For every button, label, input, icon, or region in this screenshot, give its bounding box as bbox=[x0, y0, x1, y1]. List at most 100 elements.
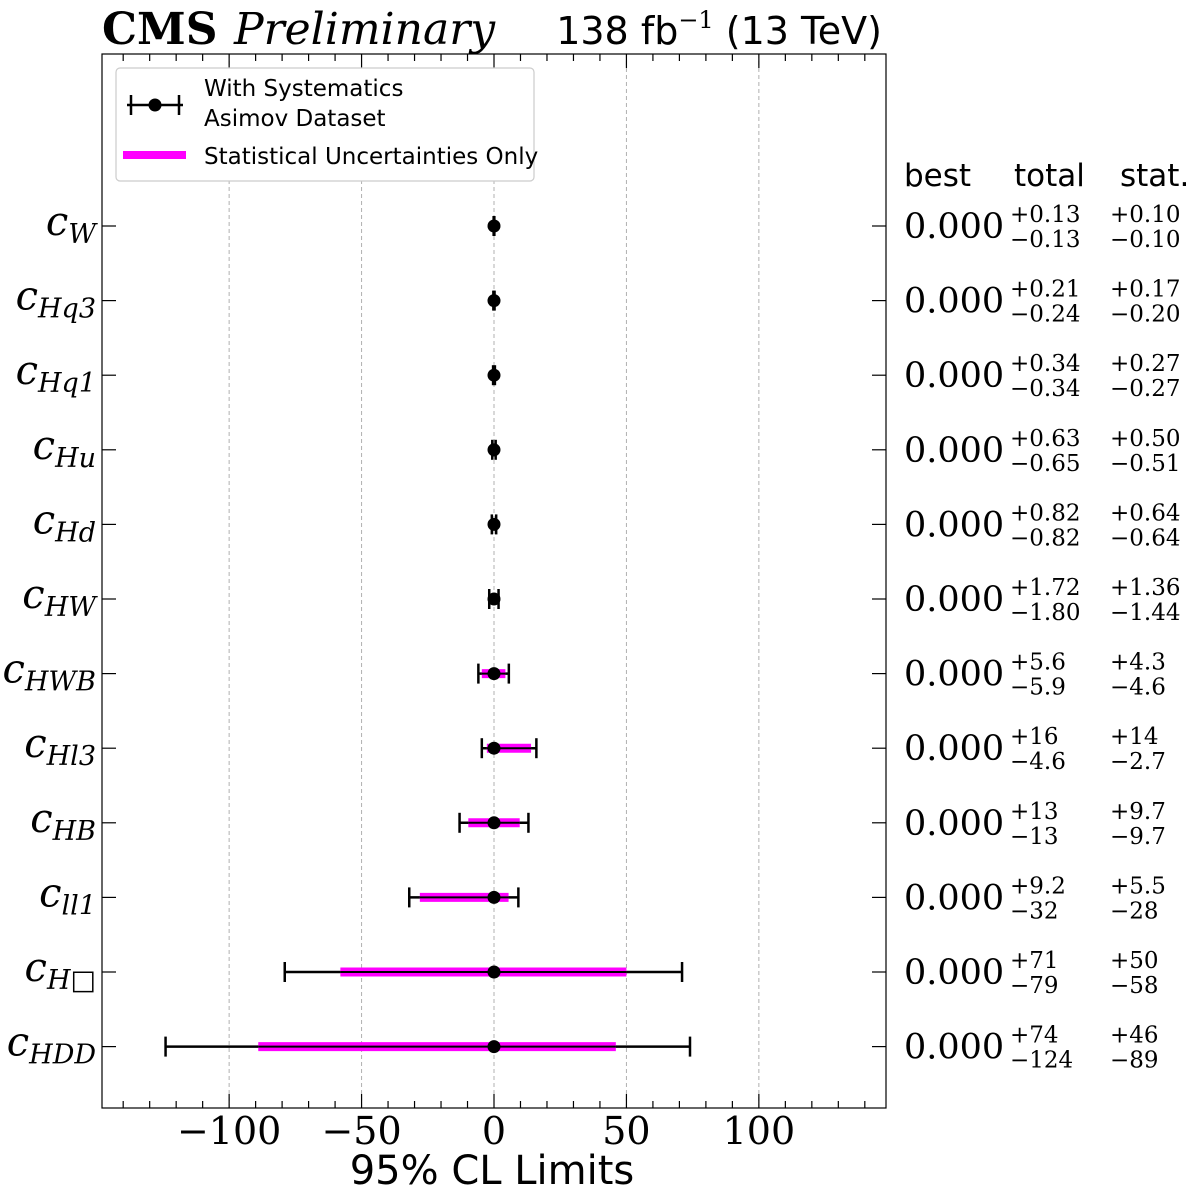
param-label: cHq1 bbox=[16, 348, 96, 399]
total-down-value: −79 bbox=[1010, 973, 1059, 999]
param-label-subscript: Hd bbox=[54, 517, 96, 548]
x-tick-label: 50 bbox=[602, 1109, 650, 1153]
x-tick-label: 0 bbox=[482, 1109, 506, 1153]
total-down-value: −32 bbox=[1010, 898, 1059, 924]
param-label: cHl3 bbox=[24, 721, 96, 772]
total-up-value: +71 bbox=[1010, 948, 1059, 974]
param-row bbox=[458, 812, 530, 833]
param-label: cHq3 bbox=[16, 274, 96, 325]
stat-down-value: −0.51 bbox=[1110, 451, 1180, 477]
param-label-base: c bbox=[7, 1020, 29, 1066]
stat-down-value: −0.10 bbox=[1110, 227, 1180, 253]
param-label-base: c bbox=[16, 348, 38, 394]
lumi-label: 138 fb−1 (13 TeV) bbox=[556, 6, 882, 53]
stat-up-value: +14 bbox=[1110, 724, 1159, 750]
param-label: cHu bbox=[33, 423, 96, 474]
param-row bbox=[480, 738, 538, 759]
stat-up-value: +0.50 bbox=[1110, 426, 1180, 452]
param-label-subscript: W bbox=[68, 219, 98, 250]
total-down-value: −0.82 bbox=[1010, 525, 1080, 551]
best-fit-point bbox=[487, 890, 501, 904]
stat-down-value: −89 bbox=[1110, 1048, 1159, 1074]
param-label: cHWB bbox=[2, 647, 96, 698]
plot-frame bbox=[101, 53, 887, 1109]
stat-down-value: −0.20 bbox=[1110, 302, 1180, 328]
legend-systematics-label-1: With Systematics bbox=[204, 76, 403, 102]
stat-up-value: +0.27 bbox=[1110, 351, 1180, 377]
param-label: cHW bbox=[22, 572, 98, 623]
best-value: 0.000 bbox=[904, 804, 1004, 844]
stat-down-value: −28 bbox=[1110, 898, 1159, 924]
stat-down-value: −9.7 bbox=[1110, 824, 1166, 850]
total-down-value: −0.13 bbox=[1010, 227, 1080, 253]
x-tick-label: −100 bbox=[177, 1109, 281, 1153]
column-header-stat: stat. bbox=[1120, 158, 1189, 194]
stat-up-value: +0.64 bbox=[1110, 500, 1180, 526]
total-down-value: −124 bbox=[1010, 1048, 1073, 1074]
param-label-subscript: Hu bbox=[54, 443, 96, 474]
param-label-subscript: HB bbox=[52, 816, 96, 847]
best-value: 0.000 bbox=[904, 207, 1004, 247]
param-label-subscript: ll1 bbox=[62, 890, 96, 921]
legend-stat-label: Statistical Uncertainties Only bbox=[204, 144, 538, 170]
best-fit-point bbox=[487, 517, 501, 531]
param-label-subscript: Hl3 bbox=[46, 741, 96, 772]
best-value: 0.000 bbox=[904, 1028, 1004, 1068]
param-label-base: c bbox=[46, 199, 68, 245]
param-row bbox=[477, 663, 511, 684]
best-value: 0.000 bbox=[904, 953, 1004, 993]
param-label-base: c bbox=[2, 647, 24, 693]
param-label-base: c bbox=[30, 796, 52, 842]
total-up-value: +1.72 bbox=[1010, 575, 1080, 601]
best-fit-point bbox=[487, 965, 501, 979]
best-fit-point bbox=[487, 443, 501, 457]
total-up-value: +0.13 bbox=[1010, 202, 1080, 228]
param-label: cW bbox=[46, 199, 98, 250]
best-value: 0.000 bbox=[904, 655, 1004, 695]
param-label-base: c bbox=[39, 870, 61, 916]
param-row bbox=[487, 589, 501, 609]
param-row bbox=[164, 1036, 692, 1057]
param-row bbox=[283, 962, 684, 982]
best-value: 0.000 bbox=[904, 282, 1004, 322]
lumi-suffix: (13 TeV) bbox=[714, 9, 882, 53]
legend-systematics-label-2: Asimov Dataset bbox=[204, 106, 386, 132]
param-label-subscript: Hq1 bbox=[37, 368, 96, 399]
param-label: cHd bbox=[33, 497, 96, 548]
param-label-subscript: HWB bbox=[24, 667, 96, 698]
best-value: 0.000 bbox=[904, 505, 1004, 545]
legend: With Systematics Asimov Dataset Statisti… bbox=[115, 67, 538, 182]
x-tick-label: −50 bbox=[321, 1109, 401, 1153]
best-fit-point bbox=[487, 219, 501, 233]
stat-up-value: +9.7 bbox=[1110, 799, 1166, 825]
total-down-value: −4.6 bbox=[1010, 749, 1066, 775]
best-value: 0.000 bbox=[904, 431, 1004, 471]
total-down-value: −0.65 bbox=[1010, 451, 1080, 477]
param-label: cHDD bbox=[7, 1020, 97, 1071]
total-down-value: −5.9 bbox=[1010, 675, 1066, 701]
best-fit-point bbox=[487, 592, 501, 606]
stat-down-value: −1.44 bbox=[1110, 600, 1180, 626]
param-label-subscript: H□ bbox=[46, 965, 96, 996]
best-fit-point bbox=[487, 667, 501, 681]
param-label: cll1 bbox=[39, 870, 96, 921]
param-label: cH□ bbox=[25, 945, 96, 996]
x-tick-label: 100 bbox=[723, 1109, 796, 1153]
stat-up-value: +46 bbox=[1110, 1023, 1159, 1049]
param-label-base: c bbox=[22, 572, 44, 618]
best-value: 0.000 bbox=[904, 356, 1004, 396]
total-up-value: +0.34 bbox=[1010, 351, 1080, 377]
param-row bbox=[487, 216, 501, 236]
x-axis-title: 95% CL Limits bbox=[350, 1148, 635, 1194]
param-label-base: c bbox=[16, 274, 38, 320]
total-up-value: +9.2 bbox=[1010, 873, 1066, 899]
total-down-value: −0.24 bbox=[1010, 302, 1080, 328]
total-down-value: −1.80 bbox=[1010, 600, 1080, 626]
param-label-subscript: HW bbox=[44, 592, 99, 623]
param-row bbox=[487, 439, 501, 460]
param-label-subscript: Hq3 bbox=[37, 294, 96, 325]
total-down-value: −0.34 bbox=[1010, 376, 1080, 402]
status-label: Preliminary bbox=[233, 4, 496, 55]
total-up-value: +0.21 bbox=[1010, 277, 1080, 303]
column-header-total: total bbox=[1014, 158, 1085, 194]
